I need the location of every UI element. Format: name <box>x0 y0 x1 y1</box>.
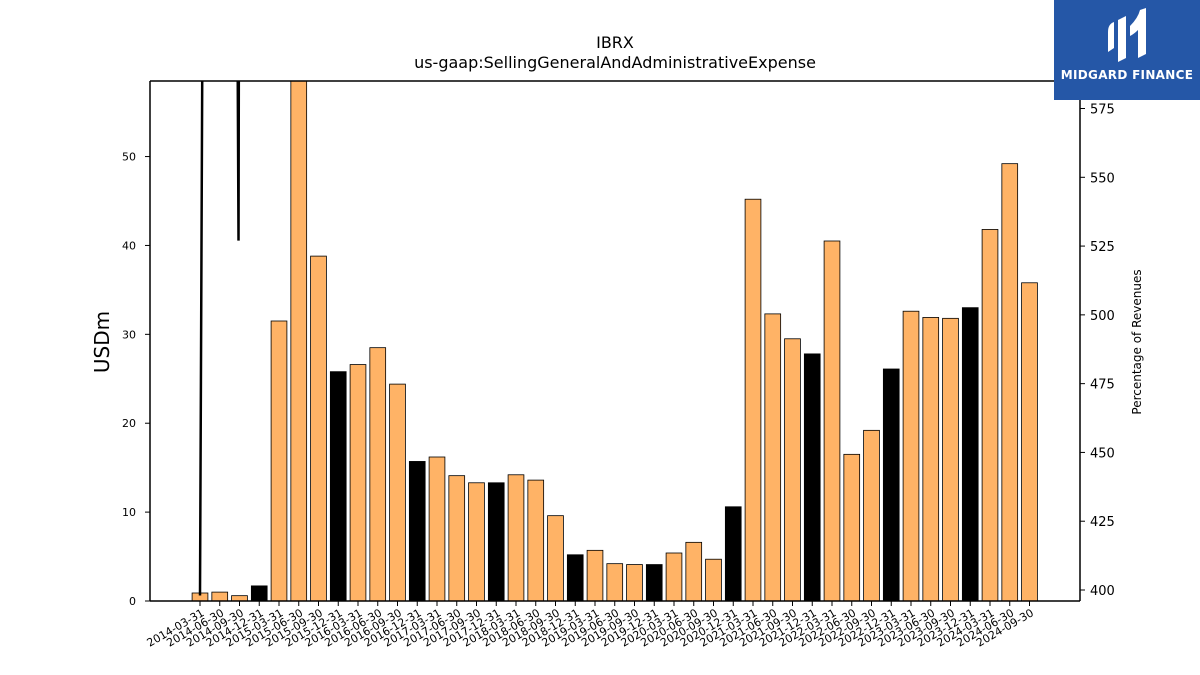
chart-subtitle: us-gaap:SellingGeneralAndAdministrativeE… <box>414 53 816 72</box>
bar-2022-06-30 <box>843 453 861 601</box>
bar-2017-06-30 <box>448 475 466 601</box>
y-axis-label-left: USDm <box>90 311 114 373</box>
y-tick-label-right: 450 <box>1090 446 1115 461</box>
line-layer <box>198 81 241 596</box>
bar-2018-09-30 <box>547 515 564 601</box>
revenue-percentage-line <box>198 81 241 596</box>
y-tick-label-left: 40 <box>122 239 136 252</box>
bar-2018-06-30 <box>527 479 545 601</box>
y-tick-label-left: 50 <box>122 151 136 164</box>
chart-title: IBRX <box>596 33 634 52</box>
bar-2015-09-30 <box>310 255 327 601</box>
bar-2021-03-31 <box>744 198 762 601</box>
y-tick-label-right: 475 <box>1090 378 1115 393</box>
midgard-logo-icon <box>1108 8 1146 62</box>
bar-2020-06-30 <box>685 541 703 601</box>
bar-2023-06-30 <box>922 317 940 601</box>
y-tick-label-right: 500 <box>1090 309 1115 324</box>
bar-2024-06-30 <box>1001 163 1019 601</box>
y-tick-label-left: 0 <box>129 595 136 608</box>
y-tick-label-left: 20 <box>122 417 136 430</box>
bar-2022-12-31 <box>882 368 900 601</box>
bar-2024-09-30 <box>1021 282 1038 601</box>
bar-2014-09-30 <box>231 595 248 601</box>
y-tick-label-right: 400 <box>1090 584 1115 599</box>
y-tick-label-left: 30 <box>122 328 136 341</box>
bar-2014-12-31 <box>250 585 268 601</box>
logo-badge: MIDGARD FINANCE <box>1054 0 1200 100</box>
bars-layer <box>191 81 1038 601</box>
bar-2017-03-31 <box>428 456 446 601</box>
bar-2017-09-30 <box>468 482 485 601</box>
bar-2015-12-31 <box>329 371 347 601</box>
bar-2021-09-30 <box>784 338 801 601</box>
logo-text: MIDGARD FINANCE <box>1060 68 1194 82</box>
y-tick-label-right: 550 <box>1090 171 1115 186</box>
bar-2014-06-30 <box>211 591 229 601</box>
bar-2020-12-31 <box>724 506 742 601</box>
bar-2022-03-31 <box>823 240 841 601</box>
bar-2019-12-31 <box>645 564 663 601</box>
bar-2018-12-31 <box>566 554 584 601</box>
bar-2019-09-30 <box>626 564 643 601</box>
y-tick-label-right: 525 <box>1090 240 1115 255</box>
bar-2023-03-31 <box>902 310 920 601</box>
bar-2023-09-30 <box>942 317 959 601</box>
bar-2021-12-31 <box>803 353 821 601</box>
bar-2024-03-31 <box>981 229 999 601</box>
bar-2020-03-31 <box>665 552 683 601</box>
bar-2022-09-30 <box>863 429 880 601</box>
bar-2016-09-30 <box>389 383 406 601</box>
bar-2019-06-30 <box>606 563 624 601</box>
bar-2023-12-31 <box>961 307 979 601</box>
bar-2019-03-31 <box>586 549 604 601</box>
y-tick-label-left: 10 <box>122 506 136 519</box>
bar-2016-12-31 <box>408 461 426 601</box>
bar-2016-06-30 <box>369 347 387 601</box>
bar-2016-03-31 <box>349 364 367 601</box>
bar-2015-03-31 <box>270 320 288 601</box>
axes-layer: 010203040504004254504755005255505752014-… <box>122 80 1115 650</box>
bar-2020-09-30 <box>705 558 722 601</box>
bar-2017-12-31 <box>487 482 505 601</box>
bar-2018-03-31 <box>507 474 525 601</box>
bar-2021-06-30 <box>764 313 782 601</box>
y-axis-label-right: Percentage of Revenues <box>1130 269 1144 414</box>
bar-2015-06-30 <box>290 81 308 601</box>
y-tick-label-right: 425 <box>1090 515 1115 530</box>
y-tick-label-right: 575 <box>1090 103 1115 118</box>
